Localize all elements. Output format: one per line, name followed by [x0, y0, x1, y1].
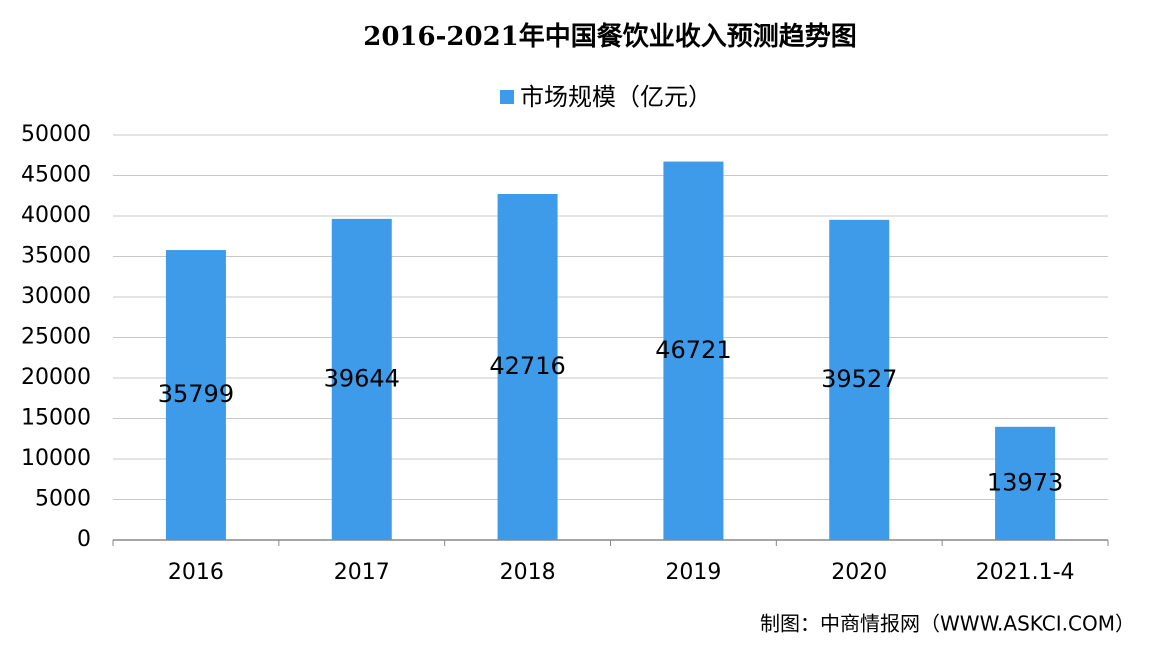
x-tick-label: 2021.1-4 [976, 560, 1075, 585]
x-tick-label: 2020 [831, 560, 887, 585]
y-tick-label: 10000 [21, 446, 91, 471]
bar [995, 426, 1056, 540]
source-note: 制图：中商情报网（WWW.ASKCI.COM） [760, 612, 1135, 636]
y-tick-label: 5000 [35, 487, 91, 512]
x-tick-label: 2018 [500, 560, 556, 585]
chart-title: 2016-2021年中国餐饮业收入预测趋势图 [363, 21, 857, 52]
data-label: 42716 [489, 352, 565, 380]
data-label: 46721 [655, 336, 731, 364]
y-tick-label: 25000 [21, 325, 91, 350]
y-tick-label: 40000 [21, 203, 91, 228]
bar [331, 218, 392, 540]
data-label: 13973 [987, 468, 1063, 496]
y-tick-label: 30000 [21, 284, 91, 309]
legend-label: 市场规模（亿元） [520, 83, 712, 111]
x-tick-label: 2019 [665, 560, 721, 585]
data-label: 39644 [324, 364, 400, 392]
bar [165, 250, 226, 540]
x-tick-label: 2017 [334, 560, 390, 585]
y-tick-label: 50000 [21, 122, 91, 147]
y-tick-label: 45000 [21, 163, 91, 188]
bar [663, 161, 724, 540]
y-tick-label: 20000 [21, 365, 91, 390]
data-label: 39527 [821, 365, 897, 393]
bar [829, 219, 890, 540]
y-tick-label: 35000 [21, 244, 91, 269]
y-tick-label: 0 [77, 527, 91, 552]
y-tick-label: 15000 [21, 406, 91, 431]
x-tick-label: 2016 [168, 560, 224, 585]
data-label: 35799 [158, 380, 234, 408]
bar [497, 194, 558, 540]
legend-swatch [500, 90, 514, 104]
